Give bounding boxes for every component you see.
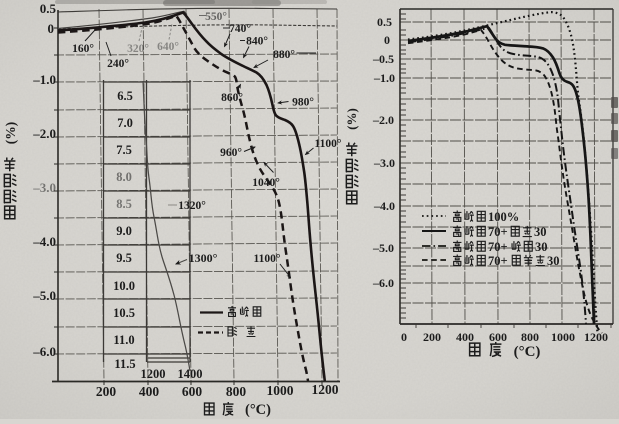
svg-text:0: 0 [401,330,407,344]
svg-text:11.5: 11.5 [114,357,135,371]
svg-text:30: 30 [534,225,547,239]
svg-text:9.5: 9.5 [116,251,132,265]
svg-text:800: 800 [226,384,247,399]
svg-text:30: 30 [535,240,548,254]
svg-text:(%): (%) [344,108,359,130]
svg-text:–3.0: –3.0 [32,180,56,195]
svg-text:0: 0 [48,21,55,36]
svg-text:–6.0: –6.0 [372,276,394,290]
svg-text:740°: 740° [229,23,251,35]
svg-text:0.5: 0.5 [40,1,57,16]
svg-text:9.0: 9.0 [116,224,132,238]
svg-text:10.0: 10.0 [113,279,135,293]
svg-text:800: 800 [521,330,539,344]
svg-text:960°: 960° [220,147,242,159]
svg-text:600: 600 [489,330,507,344]
svg-text:(°C): (°C) [514,344,541,360]
svg-text:1000: 1000 [551,330,575,344]
svg-text:10.5: 10.5 [113,306,135,320]
svg-text:–2.0: –2.0 [372,113,394,127]
svg-text:8.0: 8.0 [116,170,132,184]
svg-text:–4.0: –4.0 [32,234,56,249]
svg-text:–3.0: –3.0 [373,156,395,170]
svg-text:–1.0: –1.0 [32,72,56,87]
svg-text:1400: 1400 [178,367,203,381]
svg-text:840°: 840° [246,36,268,48]
svg-text:100%: 100% [488,210,519,224]
svg-text:0: 0 [384,33,390,47]
svg-text:860°: 860° [221,92,243,104]
svg-text:70+: 70+ [488,254,508,268]
svg-text:8.5: 8.5 [116,197,132,211]
svg-text:240°: 240° [107,58,129,70]
svg-text:70+: 70+ [488,225,508,239]
svg-text:–2.0: –2.0 [32,126,56,141]
svg-text:70+: 70+ [488,240,508,254]
svg-text:7.5: 7.5 [116,143,132,157]
svg-text:1320°: 1320° [178,200,206,212]
svg-text:600: 600 [182,384,203,399]
svg-text:–5.0: –5.0 [372,241,394,255]
svg-text:7.0: 7.0 [117,116,133,130]
svg-text:–4.0: –4.0 [373,199,395,213]
svg-text:–5.0: –5.0 [32,288,56,303]
svg-text:400: 400 [139,384,160,399]
svg-text:6.5: 6.5 [117,89,133,103]
svg-text:1100°: 1100° [315,138,342,150]
svg-text:320°: 320° [127,43,149,55]
svg-text:400: 400 [456,330,474,344]
svg-text:–1.0: –1.0 [373,71,395,85]
svg-text:880°: 880° [273,49,295,61]
svg-text:640°: 640° [157,41,179,53]
svg-text:200: 200 [423,330,441,344]
svg-text:1000: 1000 [267,383,294,398]
svg-text:30: 30 [547,254,560,268]
svg-text:1200: 1200 [141,367,166,381]
svg-text:(%): (%) [3,122,18,145]
svg-text:200: 200 [96,384,117,399]
svg-text:1100°: 1100° [254,253,281,265]
svg-text:1200: 1200 [312,382,339,397]
svg-text:1200: 1200 [584,330,608,344]
svg-text:0.5: 0.5 [377,15,392,29]
svg-text:–0.5: –0.5 [372,52,394,66]
svg-text:980°: 980° [292,97,314,109]
svg-text:11.0: 11.0 [113,333,134,347]
svg-text:1040°: 1040° [252,177,280,189]
svg-text:(°C): (°C) [245,402,271,418]
svg-text:160°: 160° [72,43,94,55]
svg-text:1300°: 1300° [189,251,218,265]
svg-text:550°: 550° [205,11,227,23]
svg-text:–6.0: –6.0 [32,344,56,359]
